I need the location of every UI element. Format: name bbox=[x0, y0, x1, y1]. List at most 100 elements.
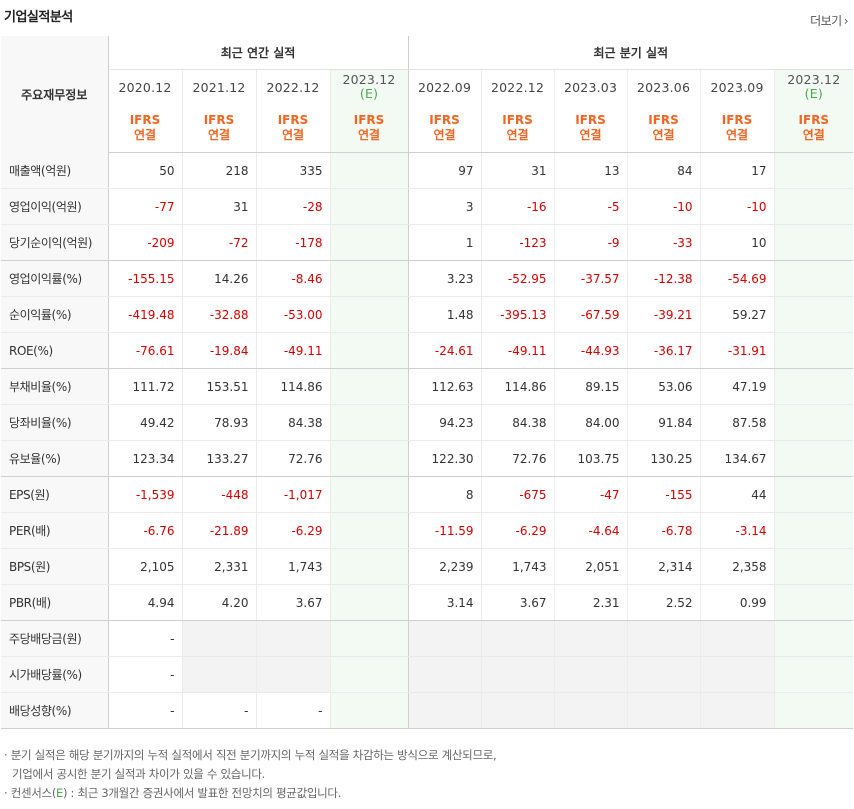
cell-value: -675 bbox=[480, 476, 555, 513]
cell-value: 0.99 bbox=[699, 584, 775, 621]
cell-value bbox=[773, 512, 854, 549]
cell-value: 112.63 bbox=[407, 368, 482, 405]
cell-value: 130.25 bbox=[626, 440, 701, 477]
cell-value bbox=[699, 656, 775, 693]
table-row: 당좌비율(%) 49.42 78.93 84.38 94.23 84.38 84.00 91.… bbox=[1, 404, 854, 441]
cell-value: -155 bbox=[626, 476, 701, 513]
row-label: 당좌비율(%) bbox=[1, 404, 109, 441]
group-annual-header: 최근 연간 실적 bbox=[108, 36, 409, 70]
ifrs-badge: IFRS 연결 bbox=[553, 104, 628, 153]
cell-value bbox=[626, 692, 701, 729]
cell-value: 2,105 bbox=[108, 548, 182, 585]
cell-value: 17 bbox=[699, 152, 775, 189]
cell-value bbox=[329, 656, 409, 693]
cell-value: -6.29 bbox=[480, 512, 555, 549]
cell-value bbox=[407, 620, 482, 657]
cell-value: -4.64 bbox=[553, 512, 628, 549]
period-header: 2022.12 bbox=[480, 69, 555, 104]
cell-value: 47.19 bbox=[699, 368, 775, 405]
period-label: 2023.03 bbox=[564, 79, 618, 95]
cell-value: 94.23 bbox=[407, 404, 482, 441]
cell-value: -54.69 bbox=[699, 260, 775, 297]
cell-value: 3.67 bbox=[255, 584, 330, 621]
cell-value bbox=[329, 404, 409, 441]
cell-value bbox=[329, 476, 409, 513]
cell-value: 4.94 bbox=[108, 584, 182, 621]
more-label: 더보기 bbox=[810, 14, 842, 28]
cell-value bbox=[181, 656, 256, 693]
cell-value: 72.76 bbox=[255, 440, 330, 477]
more-link[interactable]: 더보기 › bbox=[810, 12, 848, 29]
table-row: 당기순이익(억원) -209 -72 -178 1 -123 -9 -33 10 bbox=[1, 224, 854, 261]
cell-value bbox=[553, 656, 628, 693]
ifrs-badge: IFRS 연결 bbox=[255, 104, 330, 153]
cell-value: 87.58 bbox=[699, 404, 775, 441]
cell-value: 13 bbox=[553, 152, 628, 189]
cell-value bbox=[329, 620, 409, 657]
row-label: PBR(배) bbox=[1, 584, 109, 621]
cell-value: 2,239 bbox=[407, 548, 482, 585]
cell-value bbox=[773, 620, 854, 657]
cell-value: 335 bbox=[255, 152, 330, 189]
cell-value: -9 bbox=[553, 224, 628, 261]
cell-value bbox=[773, 476, 854, 513]
cell-value: 97 bbox=[407, 152, 482, 189]
cell-value: -72 bbox=[181, 224, 256, 261]
cell-value: -419.48 bbox=[108, 296, 182, 333]
period-label: 2023.12 bbox=[787, 72, 841, 87]
period-header: 2021.12 bbox=[181, 69, 256, 104]
cell-value: 123.34 bbox=[108, 440, 182, 477]
section-title: 기업실적분석 bbox=[4, 10, 73, 25]
cell-value: -47 bbox=[553, 476, 628, 513]
cell-value: - bbox=[255, 692, 330, 729]
cell-value bbox=[181, 620, 256, 657]
cell-value: - bbox=[108, 656, 182, 693]
cell-value: 2,358 bbox=[699, 548, 775, 585]
cell-value bbox=[626, 620, 701, 657]
cell-value: -12.38 bbox=[626, 260, 701, 297]
cell-value: 1.48 bbox=[407, 296, 482, 333]
cell-value: -6.29 bbox=[255, 512, 330, 549]
cell-value bbox=[329, 224, 409, 261]
table-row: 매출액(억원) 50 218 335 97 31 13 84 17 bbox=[1, 152, 854, 189]
cell-value: -6.78 bbox=[626, 512, 701, 549]
cell-value bbox=[407, 656, 482, 693]
cell-value bbox=[407, 692, 482, 729]
cell-value: -32.88 bbox=[181, 296, 256, 333]
cell-value: -16 bbox=[480, 188, 555, 225]
cell-value: 84.38 bbox=[255, 404, 330, 441]
cell-value bbox=[773, 260, 854, 297]
cell-value: -6.76 bbox=[108, 512, 182, 549]
cell-value bbox=[329, 332, 409, 369]
ifrs-badge: IFRS 연결 bbox=[480, 104, 555, 153]
cell-value bbox=[773, 224, 854, 261]
cell-value: -155.15 bbox=[108, 260, 182, 297]
period-header: 2022.12 bbox=[255, 69, 330, 104]
cell-value: -67.59 bbox=[553, 296, 628, 333]
cell-value bbox=[480, 620, 555, 657]
row-label: PER(배) bbox=[1, 512, 109, 549]
cell-value: 134.67 bbox=[699, 440, 775, 477]
cell-value: - bbox=[108, 620, 182, 657]
period-label: 2023.06 bbox=[637, 79, 691, 95]
row-label: 당기순이익(억원) bbox=[1, 224, 109, 261]
cell-value: 111.72 bbox=[108, 368, 182, 405]
cell-value: -39.21 bbox=[626, 296, 701, 333]
cell-value: -24.61 bbox=[407, 332, 482, 369]
cell-value: 1,743 bbox=[255, 548, 330, 585]
cell-value: 50 bbox=[108, 152, 182, 189]
cell-value bbox=[329, 368, 409, 405]
row-label: ROE(%) bbox=[1, 332, 109, 369]
cell-value: -44.93 bbox=[553, 332, 628, 369]
estimate-marker: (E) bbox=[804, 86, 823, 101]
period-header: 2023.09 bbox=[699, 69, 775, 104]
period-header: 2023.12 (E) bbox=[329, 69, 409, 104]
cell-value bbox=[255, 620, 330, 657]
cell-value bbox=[329, 260, 409, 297]
table-row: PER(배) -6.76 -21.89 -6.29 -11.59 -6.29 -4.64 -6… bbox=[1, 512, 854, 549]
cell-value bbox=[773, 332, 854, 369]
ifrs-badge: IFRS 연결 bbox=[108, 104, 182, 153]
cell-value: 49.42 bbox=[108, 404, 182, 441]
cell-value: -21.89 bbox=[181, 512, 256, 549]
ifrs-badge: IFRS 연결 bbox=[407, 104, 482, 153]
